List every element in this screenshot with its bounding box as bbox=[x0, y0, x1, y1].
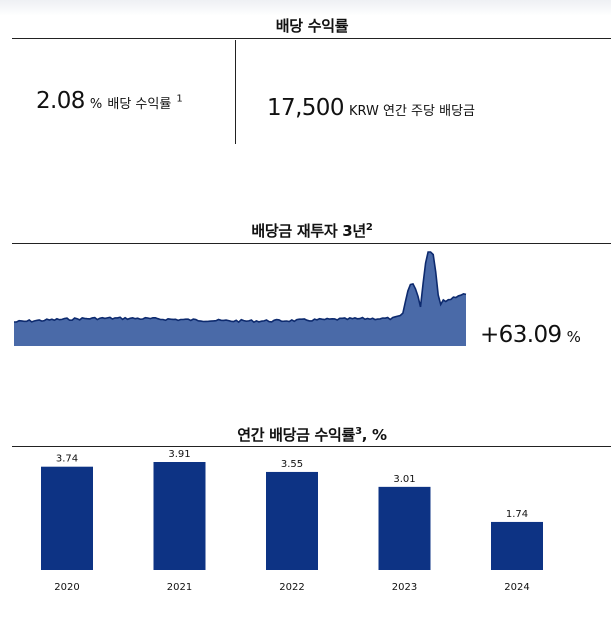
dividend-yield-label: 배당 수익률 bbox=[107, 97, 172, 112]
bar-2023 bbox=[378, 486, 431, 570]
reinvestment-area-chart bbox=[14, 251, 467, 346]
bar-2020 bbox=[41, 466, 93, 570]
reinvestment-area bbox=[14, 252, 466, 346]
annual-section-rule bbox=[12, 446, 611, 447]
x-tick-label: 2022 bbox=[279, 582, 304, 593]
top-gradient-band bbox=[0, 0, 611, 16]
reinvest-return-unit: % bbox=[566, 328, 581, 346]
annual-yield-bar-chart: 3.74 2020 3.91 2021 3.55 2022 3.01 2023 1.74 2024 bbox=[41, 449, 543, 593]
reinvestment-line bbox=[14, 251, 467, 324]
bar-value-label: 3.91 bbox=[168, 449, 190, 460]
bar-2021 bbox=[153, 462, 206, 570]
dividend-per-share-label: KRW 연간 주당 배당금 bbox=[348, 104, 475, 119]
yield-section-title: 배당 수익률 bbox=[275, 17, 349, 35]
x-tick-label: 2021 bbox=[167, 582, 192, 593]
reinvest-footnote: 2 bbox=[365, 222, 373, 233]
dividend-yield-footnote: 1 bbox=[176, 93, 183, 105]
reinvest-section-title: 배당금 재투자 3년2 bbox=[251, 222, 373, 240]
dividend-yield-kpi: 2.08 % 배당 수익률 1 bbox=[36, 88, 183, 114]
dividend-yield-unit: % bbox=[89, 97, 103, 112]
bar-value-label: 3.74 bbox=[56, 454, 78, 465]
bar-value-label: 3.01 bbox=[393, 474, 415, 485]
annual-section-title: 연간 배당금 수익률3, % bbox=[237, 426, 387, 444]
bar-value-label: 3.55 bbox=[281, 459, 303, 470]
dividend-per-share-value: 17,500 bbox=[267, 95, 344, 121]
dividend-per-share-kpi: 17,500 KRW 연간 주당 배당금 bbox=[267, 95, 475, 121]
annual-footnote: 3 bbox=[355, 426, 362, 437]
yield-section-rule bbox=[12, 38, 611, 39]
bar-value-label: 1.74 bbox=[506, 509, 528, 520]
reinvest-return: +63.09 % bbox=[480, 322, 581, 348]
x-tick-label: 2024 bbox=[504, 582, 529, 593]
dividend-yield-value: 2.08 bbox=[36, 88, 85, 114]
bar-2022 bbox=[266, 471, 318, 570]
bar-2024 bbox=[491, 521, 543, 570]
kpi-divider bbox=[235, 40, 236, 144]
reinvest-return-value: +63.09 bbox=[480, 322, 562, 348]
reinvest-section-rule bbox=[12, 243, 611, 244]
x-tick-label: 2023 bbox=[392, 582, 417, 593]
x-tick-label: 2020 bbox=[54, 582, 79, 593]
